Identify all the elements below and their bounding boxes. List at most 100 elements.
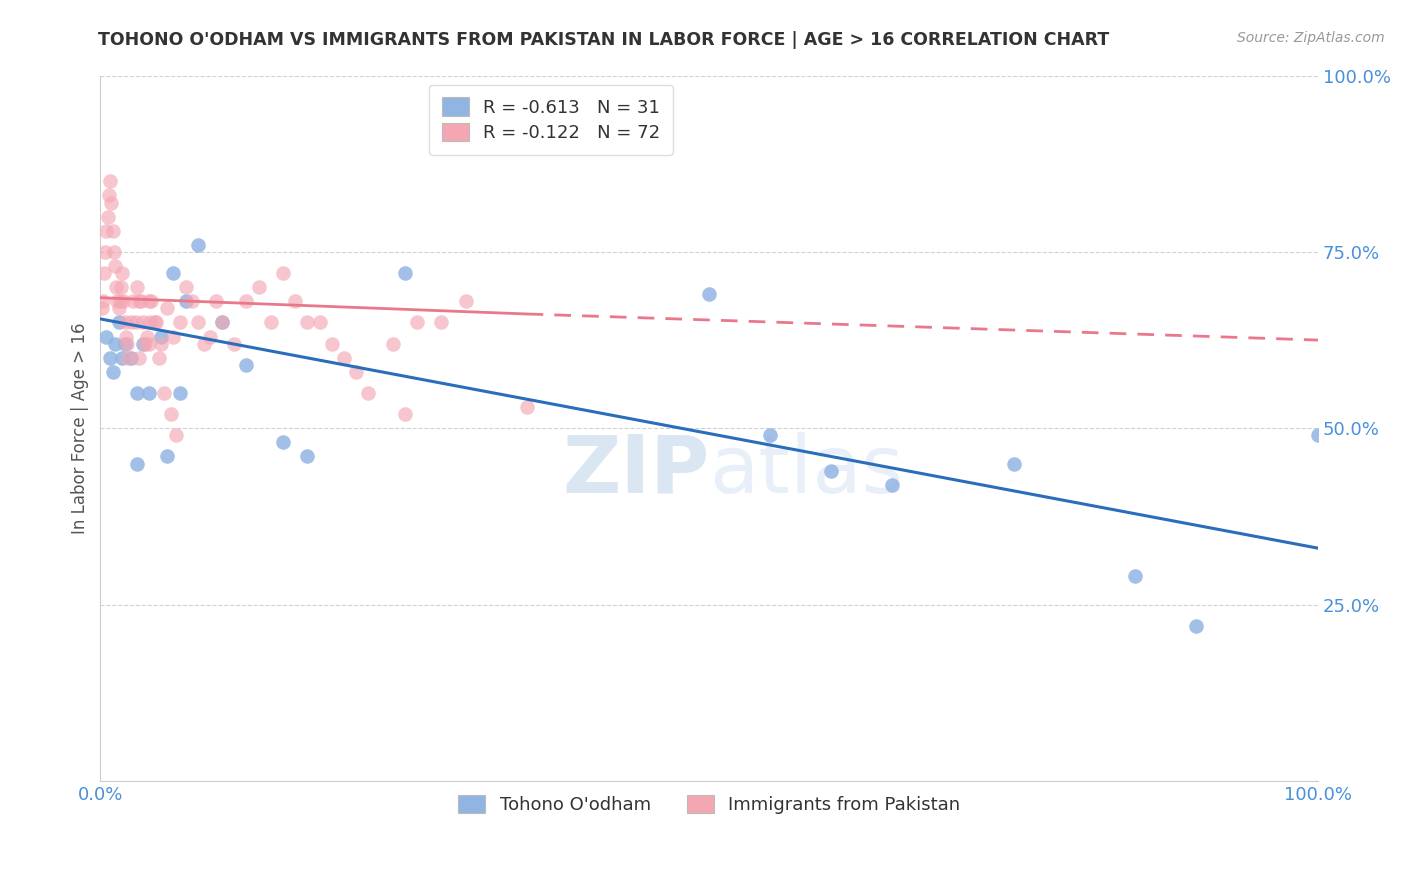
Point bbox=[156, 450, 179, 464]
Point bbox=[150, 336, 173, 351]
Point bbox=[162, 266, 184, 280]
Point bbox=[308, 315, 330, 329]
Point bbox=[128, 294, 150, 309]
Point bbox=[115, 329, 138, 343]
Point bbox=[107, 301, 129, 316]
Point bbox=[93, 266, 115, 280]
Point bbox=[260, 315, 283, 329]
Point bbox=[156, 301, 179, 316]
Point bbox=[125, 386, 148, 401]
Point bbox=[169, 315, 191, 329]
Point bbox=[110, 280, 132, 294]
Point bbox=[187, 315, 209, 329]
Point bbox=[139, 315, 162, 329]
Point bbox=[125, 280, 148, 294]
Point bbox=[104, 259, 127, 273]
Point bbox=[122, 294, 145, 309]
Point bbox=[297, 450, 319, 464]
Point bbox=[321, 336, 343, 351]
Point bbox=[180, 294, 202, 309]
Point bbox=[134, 336, 156, 351]
Point bbox=[97, 188, 120, 202]
Point bbox=[141, 294, 163, 309]
Point bbox=[104, 336, 127, 351]
Point bbox=[454, 294, 477, 309]
Text: atlas: atlas bbox=[709, 432, 904, 509]
Point bbox=[128, 351, 150, 365]
Point bbox=[820, 464, 842, 478]
Point bbox=[115, 336, 138, 351]
Point bbox=[94, 244, 117, 259]
Point bbox=[187, 237, 209, 252]
Point bbox=[1002, 457, 1025, 471]
Point bbox=[97, 210, 120, 224]
Point bbox=[205, 294, 228, 309]
Point bbox=[394, 266, 416, 280]
Point bbox=[211, 315, 233, 329]
Point bbox=[880, 477, 903, 491]
Point bbox=[271, 435, 294, 450]
Point bbox=[90, 301, 112, 316]
Point bbox=[98, 174, 121, 188]
Point bbox=[107, 315, 129, 329]
Point bbox=[516, 400, 538, 414]
Point bbox=[284, 294, 307, 309]
Point bbox=[1125, 569, 1147, 583]
Point bbox=[235, 358, 257, 372]
Point bbox=[198, 329, 221, 343]
Point bbox=[124, 315, 146, 329]
Point bbox=[103, 244, 125, 259]
Point bbox=[132, 336, 155, 351]
Point bbox=[247, 280, 270, 294]
Point bbox=[224, 336, 246, 351]
Point bbox=[111, 266, 134, 280]
Point bbox=[129, 294, 152, 309]
Point bbox=[143, 315, 166, 329]
Point bbox=[145, 315, 167, 329]
Point bbox=[1308, 428, 1330, 442]
Point bbox=[333, 351, 356, 365]
Text: ZIP: ZIP bbox=[562, 432, 709, 509]
Point bbox=[117, 351, 139, 365]
Point bbox=[135, 329, 157, 343]
Legend: Tohono O'odham, Immigrants from Pakistan: Tohono O'odham, Immigrants from Pakistan bbox=[447, 784, 972, 825]
Point bbox=[235, 294, 257, 309]
Point bbox=[91, 294, 114, 309]
Point bbox=[160, 407, 183, 421]
Point bbox=[114, 336, 136, 351]
Point bbox=[138, 386, 160, 401]
Point bbox=[357, 386, 380, 401]
Point bbox=[138, 294, 160, 309]
Point bbox=[100, 195, 122, 210]
Point bbox=[101, 224, 124, 238]
Point bbox=[394, 407, 416, 421]
Point bbox=[120, 315, 142, 329]
Point bbox=[271, 266, 294, 280]
Point bbox=[1185, 619, 1208, 633]
Point bbox=[381, 336, 404, 351]
Point bbox=[150, 329, 173, 343]
Point bbox=[297, 315, 319, 329]
Text: TOHONO O'ODHAM VS IMMIGRANTS FROM PAKISTAN IN LABOR FORCE | AGE > 16 CORRELATION: TOHONO O'ODHAM VS IMMIGRANTS FROM PAKIST… bbox=[98, 31, 1109, 49]
Point bbox=[406, 315, 429, 329]
Point bbox=[193, 336, 215, 351]
Point bbox=[169, 386, 191, 401]
Point bbox=[430, 315, 453, 329]
Point bbox=[105, 294, 128, 309]
Point bbox=[108, 294, 131, 309]
Point bbox=[211, 315, 233, 329]
Point bbox=[344, 365, 367, 379]
Point bbox=[98, 351, 121, 365]
Point bbox=[96, 329, 118, 343]
Point bbox=[174, 294, 197, 309]
Point bbox=[111, 351, 134, 365]
Point bbox=[174, 280, 197, 294]
Point bbox=[759, 428, 782, 442]
Y-axis label: In Labor Force | Age > 16: In Labor Force | Age > 16 bbox=[72, 323, 89, 534]
Point bbox=[132, 315, 155, 329]
Text: Source: ZipAtlas.com: Source: ZipAtlas.com bbox=[1237, 31, 1385, 45]
Point bbox=[120, 351, 142, 365]
Point bbox=[138, 336, 160, 351]
Point bbox=[152, 386, 174, 401]
Point bbox=[105, 280, 128, 294]
